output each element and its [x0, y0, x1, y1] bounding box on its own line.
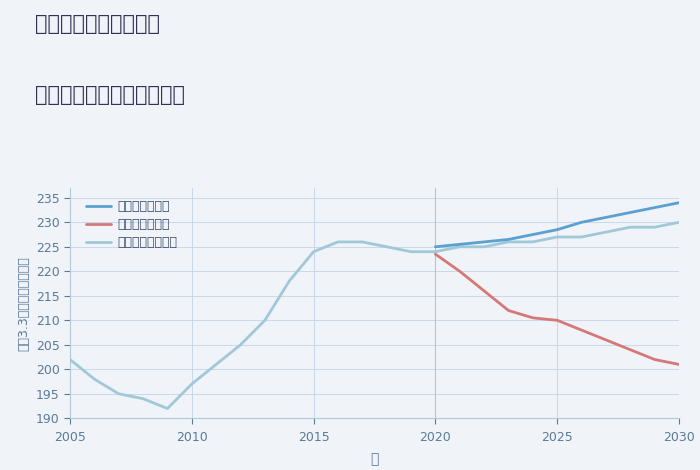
グッドシナリオ — [675, 200, 683, 205]
ノーマルシナリオ — [602, 229, 610, 235]
グッドシナリオ — [480, 239, 489, 245]
バッドシナリオ — [431, 251, 440, 257]
ノーマルシナリオ — [260, 317, 269, 323]
ノーマルシナリオ — [285, 278, 293, 284]
ノーマルシナリオ — [675, 219, 683, 225]
バッドシナリオ — [456, 268, 464, 274]
X-axis label: 年: 年 — [370, 452, 379, 466]
Line: グッドシナリオ: グッドシナリオ — [435, 203, 679, 247]
グッドシナリオ — [626, 210, 634, 215]
Line: バッドシナリオ: バッドシナリオ — [435, 254, 679, 364]
グッドシナリオ — [553, 227, 561, 233]
ノーマルシナリオ — [212, 361, 220, 367]
ノーマルシナリオ — [188, 381, 196, 387]
ノーマルシナリオ — [163, 406, 172, 411]
グッドシナリオ — [650, 205, 659, 211]
ノーマルシナリオ — [66, 357, 74, 362]
バッドシナリオ — [528, 315, 537, 321]
バッドシナリオ — [626, 347, 634, 352]
ノーマルシナリオ — [139, 396, 147, 401]
グッドシナリオ — [602, 215, 610, 220]
ノーマルシナリオ — [358, 239, 367, 245]
ノーマルシナリオ — [431, 249, 440, 255]
Text: 中古マンションの価格推移: 中古マンションの価格推移 — [35, 85, 185, 105]
ノーマルシナリオ — [407, 249, 415, 255]
ノーマルシナリオ — [480, 244, 489, 250]
ノーマルシナリオ — [115, 391, 123, 397]
グッドシナリオ — [578, 219, 586, 225]
バッドシナリオ — [504, 308, 512, 313]
ノーマルシナリオ — [553, 234, 561, 240]
ノーマルシナリオ — [456, 244, 464, 250]
バッドシナリオ — [675, 361, 683, 367]
バッドシナリオ — [578, 327, 586, 333]
ノーマルシナリオ — [650, 224, 659, 230]
ノーマルシナリオ — [382, 244, 391, 250]
ノーマルシナリオ — [309, 249, 318, 255]
ノーマルシナリオ — [90, 376, 99, 382]
グッドシナリオ — [528, 232, 537, 237]
Text: 兵庫県西宮市大屋町の: 兵庫県西宮市大屋町の — [35, 14, 160, 34]
グッドシナリオ — [456, 242, 464, 247]
ノーマルシナリオ — [528, 239, 537, 245]
バッドシナリオ — [553, 317, 561, 323]
ノーマルシナリオ — [626, 224, 634, 230]
バッドシナリオ — [602, 337, 610, 343]
バッドシナリオ — [480, 288, 489, 294]
Legend: グッドシナリオ, バッドシナリオ, ノーマルシナリオ: グッドシナリオ, バッドシナリオ, ノーマルシナリオ — [83, 196, 181, 253]
ノーマルシナリオ — [504, 239, 512, 245]
グッドシナリオ — [431, 244, 440, 250]
Line: ノーマルシナリオ: ノーマルシナリオ — [70, 222, 679, 408]
グッドシナリオ — [504, 236, 512, 242]
ノーマルシナリオ — [237, 342, 245, 348]
ノーマルシナリオ — [334, 239, 342, 245]
バッドシナリオ — [650, 357, 659, 362]
Y-axis label: 坪（3.3㎡）単価（万円）: 坪（3.3㎡）単価（万円） — [18, 256, 30, 351]
ノーマルシナリオ — [578, 234, 586, 240]
